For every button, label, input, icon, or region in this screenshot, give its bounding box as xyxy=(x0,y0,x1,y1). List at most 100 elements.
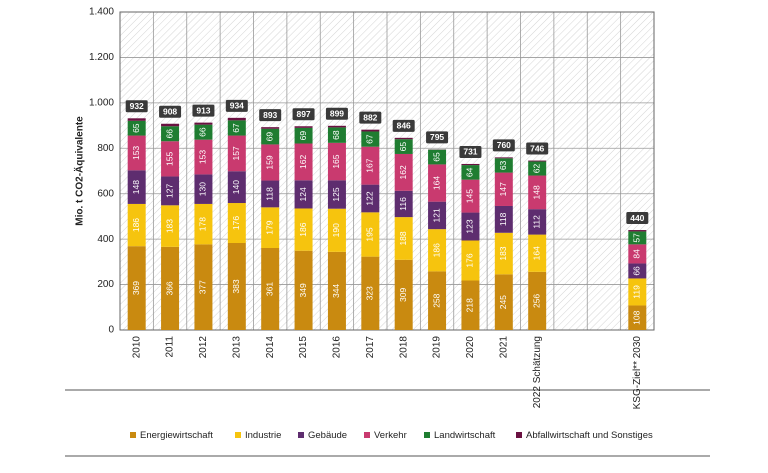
bar-segment xyxy=(261,248,280,330)
bar-segment xyxy=(194,174,213,204)
bar-segment xyxy=(227,203,246,244)
segment-label: 162 xyxy=(398,165,408,179)
segment-label: 119 xyxy=(632,285,642,299)
segment-label: 157 xyxy=(231,146,241,160)
segment-label: 123 xyxy=(465,219,475,233)
segment-label: 176 xyxy=(231,216,241,230)
y-tick-label: 1.200 xyxy=(89,52,114,63)
total-label: 897 xyxy=(296,109,310,119)
bar-segment xyxy=(528,209,547,235)
segment-label: 108 xyxy=(632,310,642,324)
bar-segment xyxy=(528,234,547,272)
segment-label: 68 xyxy=(331,130,341,140)
segment-label: 147 xyxy=(498,182,508,196)
legend-swatch xyxy=(364,432,370,438)
bar-segment xyxy=(294,143,313,181)
total-label: 932 xyxy=(130,101,144,111)
segment-label: 176 xyxy=(465,253,475,267)
segment-label: 66 xyxy=(164,129,174,139)
bar-segment xyxy=(194,122,213,125)
bar-segment xyxy=(261,180,280,208)
segment-label: 162 xyxy=(298,155,308,169)
bar-segment xyxy=(428,229,447,272)
bar-segment xyxy=(361,212,380,257)
y-tick-label: 1.000 xyxy=(89,97,114,108)
segment-label: 195 xyxy=(365,227,375,241)
segment-label: 256 xyxy=(531,294,541,308)
segment-label: 218 xyxy=(465,298,475,312)
bar-segment xyxy=(194,203,213,245)
bar-segment xyxy=(494,232,513,275)
bar-segment xyxy=(528,161,547,176)
total-label: 934 xyxy=(230,101,244,111)
bar-segment xyxy=(428,201,447,230)
segment-label: 67 xyxy=(231,123,241,133)
segment-label: 84 xyxy=(632,249,642,259)
y-tick-label: 0 xyxy=(108,325,114,336)
total-box xyxy=(526,142,549,155)
bar-segment xyxy=(628,230,647,232)
bar-segment xyxy=(361,256,380,330)
x-tick-label: KSG-Ziel** 2030 xyxy=(632,336,643,410)
segment-label: 66 xyxy=(198,127,208,137)
segment-label: 361 xyxy=(264,282,274,296)
segment-label: 344 xyxy=(331,284,341,298)
segment-label: 116 xyxy=(398,197,408,211)
legend-swatch xyxy=(235,432,241,438)
segment-label: 323 xyxy=(365,286,375,300)
plot-border xyxy=(119,11,655,331)
total-box xyxy=(125,100,148,113)
x-tick-label: 2011 xyxy=(165,336,176,358)
bar-segment xyxy=(161,123,180,127)
bar-segment xyxy=(394,259,413,330)
bar-segment xyxy=(628,263,647,279)
bar-segment xyxy=(628,278,647,306)
bar-segment xyxy=(327,127,346,143)
bar-segment xyxy=(227,171,246,204)
bar-segment xyxy=(127,118,146,121)
total-box xyxy=(359,111,382,124)
x-tick-label: 2022 Schätzung xyxy=(532,336,543,408)
bar-segment xyxy=(161,246,180,330)
x-tick-label: 2010 xyxy=(131,336,142,359)
bar-segment xyxy=(394,153,413,191)
legend-label: Gebäude xyxy=(308,430,347,441)
legend-label: Landwirtschaft xyxy=(434,430,496,441)
segment-label: 167 xyxy=(365,158,375,172)
segment-label: 145 xyxy=(465,189,475,203)
total-label: 913 xyxy=(196,105,210,115)
segment-label: 67 xyxy=(365,134,375,144)
total-label: 760 xyxy=(497,140,511,150)
segment-label: 112 xyxy=(531,215,541,229)
bar-segment xyxy=(127,246,146,330)
bar-segment xyxy=(294,126,313,128)
bar-segment xyxy=(294,127,313,144)
total-box xyxy=(426,131,449,144)
segment-label: 183 xyxy=(498,246,508,260)
x-tick-label: 2019 xyxy=(432,336,443,359)
segment-label: 153 xyxy=(131,146,141,160)
bar-segment xyxy=(628,244,647,264)
legend-swatch xyxy=(424,432,430,438)
bar-segment xyxy=(227,135,246,172)
x-tick-label: 2017 xyxy=(365,336,376,359)
segment-label: 190 xyxy=(331,223,341,237)
segment-label: 258 xyxy=(431,293,441,307)
segment-label: 122 xyxy=(365,191,375,205)
bar-segment xyxy=(294,208,313,251)
x-tick-label: 2016 xyxy=(332,336,343,359)
bar-segment xyxy=(194,244,213,330)
bar-segment xyxy=(127,203,146,247)
bar-segment xyxy=(461,212,480,241)
segment-label: 369 xyxy=(131,281,141,295)
total-label: 746 xyxy=(530,143,544,153)
segment-label: 155 xyxy=(164,151,174,165)
bar-segment xyxy=(528,175,547,210)
segment-label: 186 xyxy=(131,218,141,232)
bar-segment xyxy=(161,141,180,177)
x-tick-label: 2014 xyxy=(265,336,276,359)
bar-segment xyxy=(327,142,346,181)
bar-segment xyxy=(628,305,647,330)
segment-label: 186 xyxy=(431,243,441,257)
bar-segment xyxy=(261,207,280,249)
